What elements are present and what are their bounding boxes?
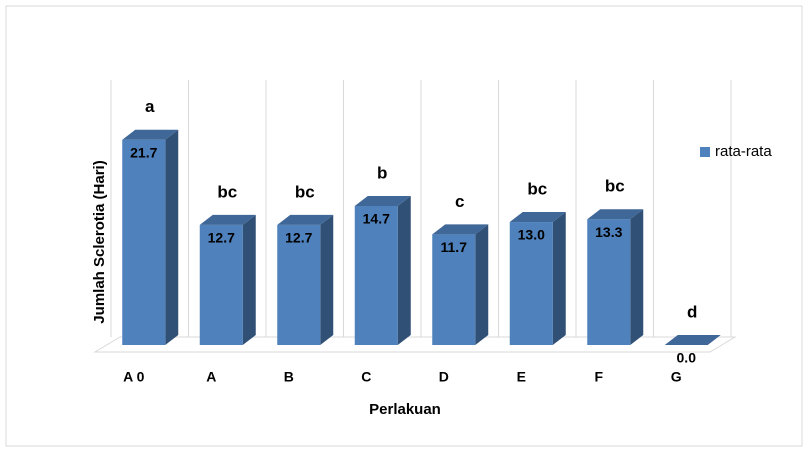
y-axis-label: Jumlah Sclerotia (Hari) bbox=[91, 160, 108, 323]
bar-top bbox=[277, 214, 334, 225]
x-tick-label: F bbox=[594, 369, 603, 385]
annotation: bc bbox=[217, 182, 237, 201]
bar-side bbox=[242, 214, 256, 345]
value-label: 21.7 bbox=[130, 144, 157, 160]
bar bbox=[122, 139, 166, 345]
bar bbox=[354, 205, 398, 345]
legend-swatch bbox=[700, 147, 710, 157]
value-label: 13.3 bbox=[595, 224, 622, 240]
x-tick-label: A bbox=[206, 369, 216, 385]
value-label: 13.0 bbox=[518, 227, 545, 243]
bar-side bbox=[165, 129, 179, 345]
x-tick-label: B bbox=[284, 369, 294, 385]
bar bbox=[199, 224, 243, 345]
bar-top bbox=[122, 129, 179, 140]
value-label: 12.7 bbox=[208, 230, 235, 246]
x-axis-label: Perlakuan bbox=[369, 401, 441, 418]
value-label: 14.7 bbox=[363, 211, 390, 227]
x-tick-label: G bbox=[671, 369, 682, 385]
annotation: a bbox=[145, 97, 155, 116]
bar bbox=[509, 222, 553, 345]
x-tick-label: C bbox=[361, 369, 371, 385]
value-label: 11.7 bbox=[441, 239, 468, 255]
annotation: b bbox=[377, 163, 387, 182]
bar-top bbox=[432, 224, 489, 235]
bar-top bbox=[587, 209, 644, 220]
bar bbox=[587, 219, 631, 345]
bar-top bbox=[199, 214, 256, 225]
annotation: bc bbox=[295, 182, 315, 201]
bar-side bbox=[630, 209, 644, 345]
x-tick-label: A 0 bbox=[123, 369, 144, 385]
bar-side bbox=[475, 224, 489, 345]
bar bbox=[277, 224, 321, 345]
floor bbox=[93, 336, 737, 353]
bar bbox=[432, 234, 476, 345]
bar-side bbox=[397, 195, 411, 345]
legend-label: rata-rata bbox=[715, 143, 772, 160]
bar-top bbox=[509, 212, 566, 223]
x-tick-label: D bbox=[439, 369, 449, 385]
annotation: d bbox=[687, 302, 697, 321]
bar-top bbox=[354, 195, 411, 206]
bar-top bbox=[664, 335, 721, 345]
value-label: 0.0 bbox=[677, 350, 697, 366]
x-tick-label: E bbox=[517, 369, 526, 385]
bar-side bbox=[320, 214, 334, 345]
value-label: 12.7 bbox=[285, 230, 312, 246]
annotation: bc bbox=[527, 180, 547, 199]
annotation: bc bbox=[605, 177, 625, 196]
bar-side bbox=[552, 212, 566, 345]
annotation: c bbox=[455, 192, 464, 211]
